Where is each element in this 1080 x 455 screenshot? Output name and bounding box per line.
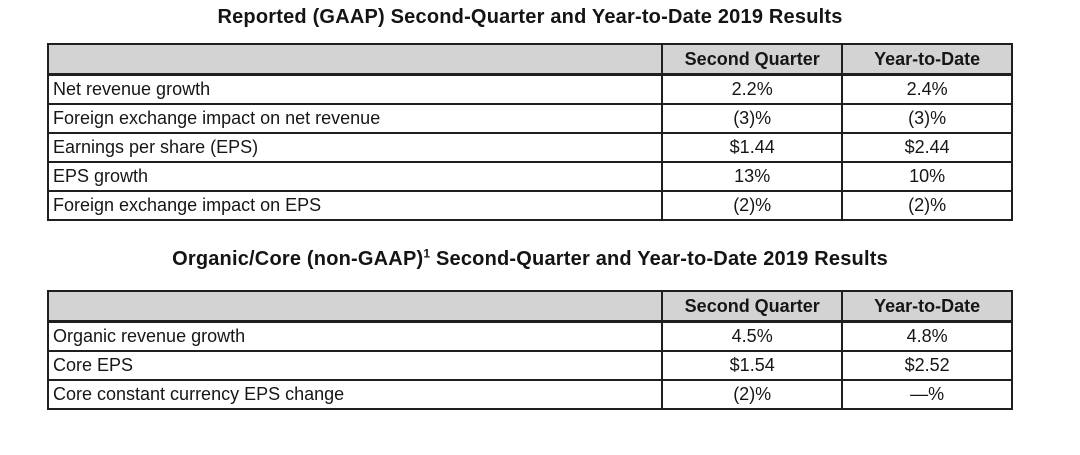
title-text-suffix: Second-Quarter and Year-to-Date 2019 Res…	[430, 248, 888, 270]
table-row: Foreign exchange impact on EPS (2)% (2)%	[46, 190, 1013, 221]
row-label: Organic revenue growth	[46, 320, 664, 352]
footnote-marker: 1	[423, 246, 431, 261]
table-row: Net revenue growth 2.2% 2.4%	[46, 73, 1013, 105]
year-to-date-value: $2.44	[841, 132, 1013, 163]
table-row: Core constant currency EPS change (2)% —…	[46, 379, 1013, 410]
year-to-date-value: 4.8%	[841, 320, 1013, 352]
second-quarter-value: 13%	[661, 161, 844, 192]
year-to-date-value: 10%	[841, 161, 1013, 192]
header-row: Second Quarter Year-to-Date	[46, 43, 1013, 76]
title-text-prefix: Organic/Core (non-GAAP)	[172, 248, 424, 270]
second-quarter-value: 4.5%	[661, 320, 844, 352]
year-to-date-column-header: Year-to-Date	[841, 43, 1013, 76]
gaap-results-title: Reported (GAAP) Second-Quarter and Year-…	[217, 6, 843, 28]
table-row: Organic revenue growth 4.5% 4.8%	[46, 320, 1013, 352]
year-to-date-value: —%	[841, 379, 1013, 410]
year-to-date-value: (3)%	[841, 103, 1013, 134]
second-quarter-value: (2)%	[661, 379, 844, 410]
row-label: Net revenue growth	[46, 73, 664, 105]
metric-column-header	[46, 290, 664, 323]
row-label: EPS growth	[46, 161, 664, 192]
table-row: Foreign exchange impact on net revenue (…	[46, 103, 1013, 134]
row-label: Core EPS	[46, 350, 664, 381]
table-row: Earnings per share (EPS) $1.44 $2.44	[46, 132, 1013, 163]
year-to-date-value: 2.4%	[841, 73, 1013, 105]
metric-column-header	[46, 43, 664, 76]
second-quarter-column-header: Second Quarter	[661, 290, 844, 323]
year-to-date-value: $2.52	[841, 350, 1013, 381]
row-label: Foreign exchange impact on net revenue	[46, 103, 664, 134]
row-label: Core constant currency EPS change	[46, 379, 664, 410]
second-quarter-value: 2.2%	[661, 73, 844, 105]
year-to-date-value: (2)%	[841, 190, 1013, 221]
year-to-date-column-header: Year-to-Date	[841, 290, 1013, 323]
non-gaap-results-table: Second Quarter Year-to-Date Organic reve…	[46, 290, 1013, 410]
table-row: Core EPS $1.54 $2.52	[46, 350, 1013, 381]
table-row: EPS growth 13% 10%	[46, 161, 1013, 192]
second-quarter-value: $1.54	[661, 350, 844, 381]
second-quarter-value: (3)%	[661, 103, 844, 134]
row-label: Earnings per share (EPS)	[46, 132, 664, 163]
second-quarter-value: $1.44	[661, 132, 844, 163]
gaap-results-table: Second Quarter Year-to-Date Net revenue …	[46, 43, 1013, 221]
second-quarter-column-header: Second Quarter	[661, 43, 844, 76]
header-row: Second Quarter Year-to-Date	[46, 290, 1013, 323]
second-quarter-value: (2)%	[661, 190, 844, 221]
non-gaap-results-title: Organic/Core (non-GAAP)1 Second-Quarter …	[47, 246, 1013, 272]
row-label: Foreign exchange impact on EPS	[46, 190, 664, 221]
results-tables-page: Reported (GAAP) Second-Quarter and Year-…	[46, 0, 1013, 410]
